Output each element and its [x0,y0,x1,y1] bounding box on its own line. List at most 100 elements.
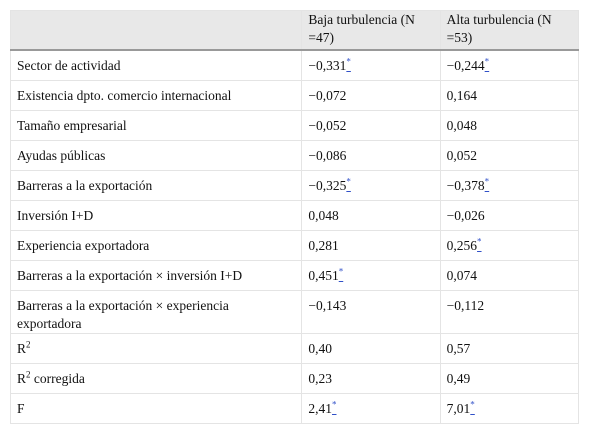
value: −0,143 [308,297,347,313]
header-cell [9,10,303,51]
row-label: Tamaño empresarial [17,117,127,133]
value-cell: 0,40 [301,332,441,364]
value-cell: −0,072 [301,79,441,111]
table-row: Ayudas públicas −0,086 0,052 [9,139,580,171]
value-cell: 0,281 [301,229,441,261]
table-row: F 2,41* 7,01* [9,392,580,424]
header-row: Baja turbulencia (N =47) Alta turbulenci… [9,10,580,51]
value-cell: −0,086 [301,139,441,171]
value: 0,40 [308,340,332,356]
row-label-cell: R2 [9,332,303,364]
value-cell: 0,23 [301,362,441,394]
table-row: Tamaño empresarial −0,052 0,048 [9,109,580,141]
footnote-marker: * [470,399,475,409]
value: 2,41 [308,400,332,416]
table-row: Inversión I+D 0,048 −0,026 [9,199,580,231]
value-cell: 0,074 [439,259,580,291]
row-label-cell: Tamaño empresarial [9,109,303,141]
row-label: F [17,400,25,416]
value: 0,281 [308,237,339,253]
table-row: Experiencia exportadora 0,281 0,256* [9,229,580,261]
value: −0,112 [446,297,485,313]
value: −0,378 [446,177,485,193]
footnote-link[interactable]: * [484,176,490,193]
value: 0,57 [446,340,471,356]
value: 7,01 [446,400,471,416]
value: −0,072 [308,87,347,103]
value: −0,325 [308,177,347,193]
value-cell: 7,01* [439,392,580,424]
value-cell: 2,41* [301,392,441,424]
value: 0,052 [446,147,478,163]
value: 0,048 [308,207,339,223]
value-cell: 0,052 [439,139,580,171]
footnote-marker: * [477,236,482,246]
footnote-marker: * [338,266,344,276]
value-cell: −0,112 [439,289,580,334]
row-label: Ayudas públicas [17,147,106,163]
footnote-link[interactable]: * [346,56,351,73]
value: 0,164 [446,87,478,103]
footnote-link[interactable]: * [346,177,351,193]
row-label-cell: Ayudas públicas [9,139,303,171]
value: −0,026 [446,207,485,223]
table-body: Sector de actividad −0,331* −0,244* Existen… [9,49,580,424]
value: 0,256 [446,237,478,253]
footnote-link[interactable]: * [470,399,475,416]
value: −0,052 [308,117,347,133]
row-label-cell: Inversión I+D [9,199,303,231]
row-label-cell: F [9,392,303,424]
row-label: Barreras a la exportación [17,177,153,193]
row-label-cell: Barreras a la exportación × inversión I+… [9,259,303,291]
row-label-cell: Barreras a la exportación × experiencia … [9,289,303,334]
table-row: R2 0,40 0,57 [9,332,580,364]
value-cell: −0,331* [301,49,441,81]
table-row: R2 corregida 0,23 0,49 [9,362,580,394]
footnote-marker: * [346,56,351,67]
results-table: Baja turbulencia (N =47) Alta turbulenci… [9,10,580,424]
footnote-link[interactable]: * [332,400,337,416]
row-label-cell: Sector de actividad [9,49,303,81]
value-cell: 0,451* [301,259,441,291]
footnote-marker: * [484,56,490,67]
row-label-cell: Experiencia exportadora [9,229,303,261]
value-cell: 0,49 [439,362,580,394]
footnote-marker: * [484,176,490,186]
table-row: Barreras a la exportación −0,325* −0,378* [9,169,580,201]
value-cell: 0,048 [439,109,580,141]
table-row: Existencia dpto. comercio internacional −… [9,79,580,111]
value-cell: 0,048 [301,199,441,231]
row-label: Barreras a la exportación × experiencia … [17,297,229,331]
footnote-link[interactable]: * [338,266,344,283]
footnote-link[interactable]: * [477,236,482,253]
row-label: Sector de actividad [17,58,121,73]
superscript: 2 [26,369,31,379]
row-label-suffix: corregida [30,370,85,386]
row-label: Experiencia exportadora [17,237,150,253]
value-cell: −0,325* [301,169,441,201]
value-cell: −0,378* [439,169,580,201]
value: −0,086 [308,147,347,163]
row-label: R [17,370,27,386]
row-label: R [17,340,27,356]
value-cell: −0,026 [439,199,580,231]
value-cell: 0,57 [439,332,580,364]
row-label: Existencia dpto. comercio internacional [17,87,232,103]
value: 0,23 [308,370,332,386]
row-label-cell: Existencia dpto. comercio internacional [9,79,303,111]
value: 0,451 [308,267,339,283]
table-row: Barreras a la exportación × inversión I+… [9,259,580,291]
table-row: Sector de actividad −0,331* −0,244* [9,49,580,81]
value-cell: −0,143 [301,289,441,334]
footnote-link[interactable]: * [484,56,490,73]
value-cell: 0,164 [439,79,580,111]
value: 0,074 [446,267,478,283]
row-label: Inversión I+D [17,207,94,223]
header-cell: Baja turbulencia (N =47) [301,10,441,51]
table-header: Baja turbulencia (N =47) Alta turbulenci… [9,10,580,51]
superscript: 2 [26,339,31,349]
table-row: Barreras a la exportación × experiencia … [9,289,580,334]
header-cell: Alta turbulencia (N =53) [439,10,580,51]
value: −0,244 [446,58,485,73]
